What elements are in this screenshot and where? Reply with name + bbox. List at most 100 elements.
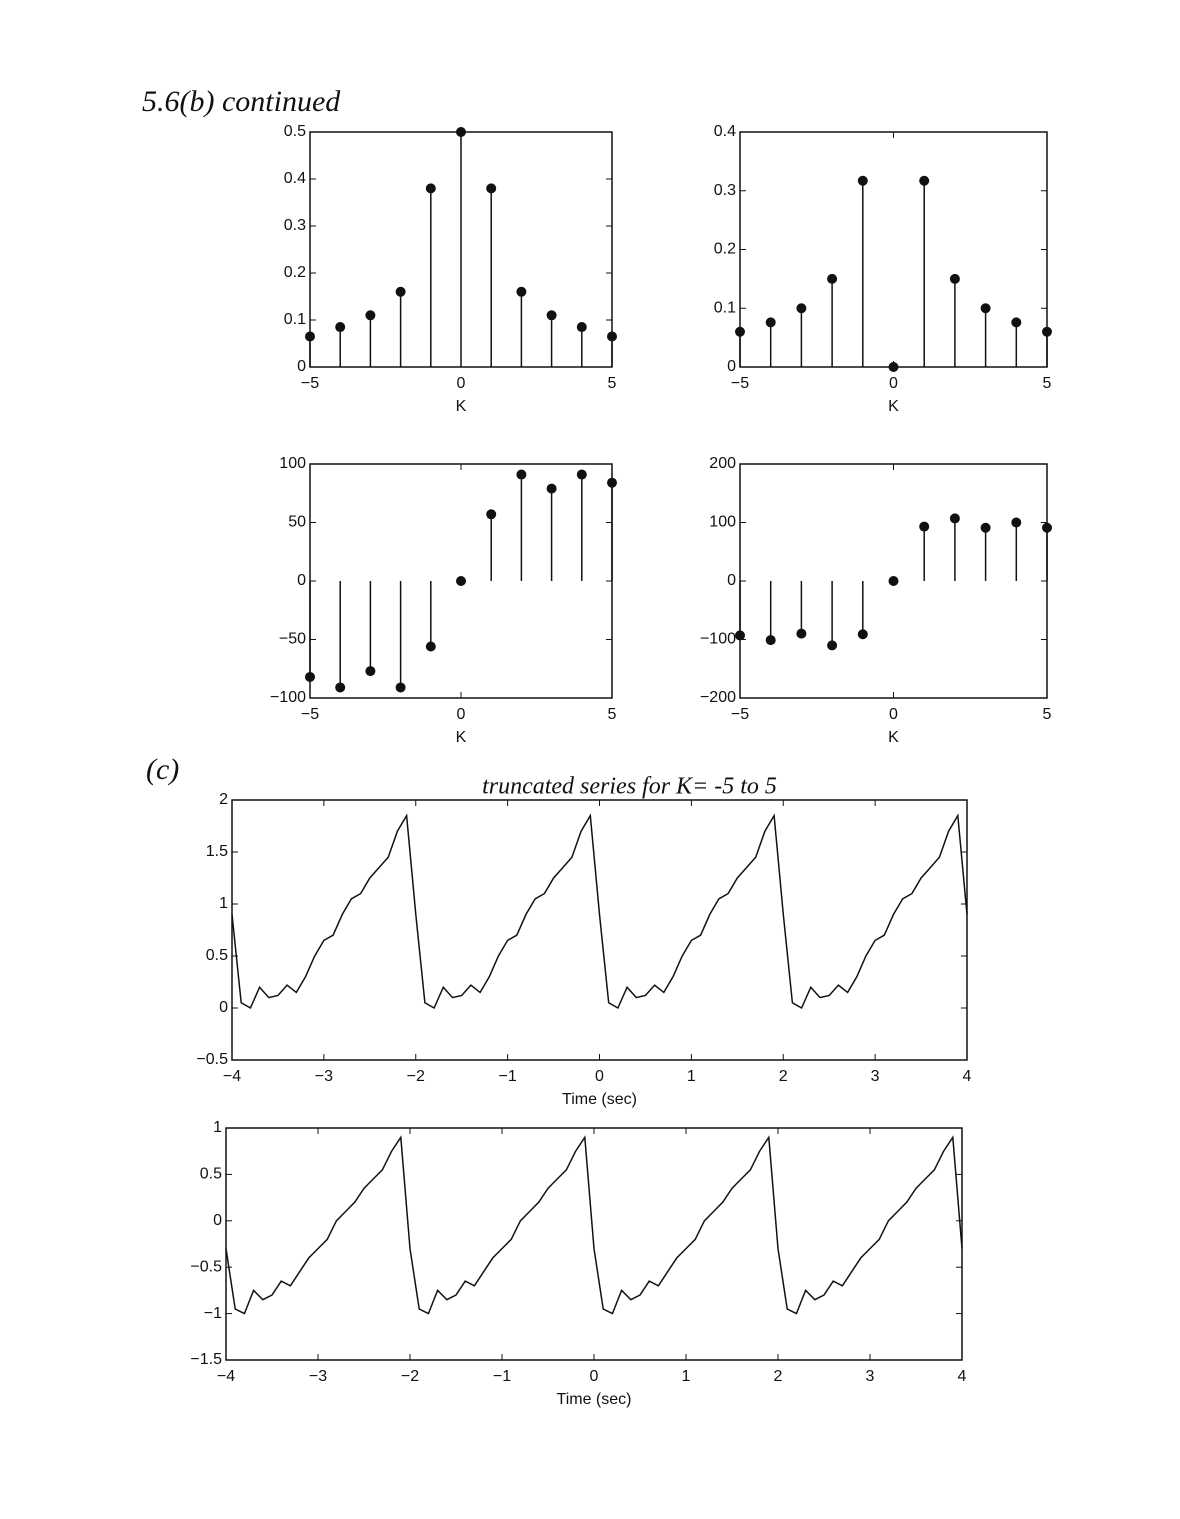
stem-marker — [765, 317, 776, 328]
y-tick-label: 0.3 — [714, 182, 736, 199]
y-tick-label: −0.5 — [196, 1051, 228, 1068]
stem-marker — [857, 175, 868, 186]
x-tick-label: 2 — [774, 1368, 783, 1385]
y-tick-label: −50 — [279, 631, 306, 648]
y-tick-label: 0.5 — [206, 947, 228, 964]
stem-marker — [486, 183, 497, 194]
y-tick-label: 0.2 — [284, 264, 306, 281]
x-tick-label: −1 — [499, 1068, 517, 1085]
stem-marker — [1042, 326, 1052, 337]
y-tick-label: 0.4 — [714, 123, 736, 140]
x-tick-label: −5 — [301, 706, 319, 723]
y-tick-label: 1 — [213, 1119, 222, 1136]
stem-marker — [919, 175, 930, 186]
stem-marker — [305, 331, 315, 342]
x-tick-label: 5 — [608, 375, 617, 392]
stem-marker — [919, 521, 930, 532]
y-tick-label: 1 — [219, 895, 228, 912]
x-tick-label: −1 — [493, 1368, 511, 1385]
stem-marker — [456, 576, 466, 586]
part-label: (c) — [146, 753, 179, 786]
x-tick-label: −3 — [315, 1068, 333, 1085]
x-axis-label: K — [888, 729, 899, 746]
y-tick-label: −0.5 — [190, 1258, 222, 1275]
stem-marker — [980, 303, 991, 314]
x-tick-label: −4 — [223, 1068, 241, 1085]
x-tick-label: 3 — [871, 1068, 880, 1085]
x-axis-label: K — [888, 398, 899, 415]
y-tick-label: 0 — [727, 358, 736, 375]
stem-marker — [1042, 522, 1052, 533]
stem-marker — [1011, 517, 1022, 528]
y-tick-label: 0.5 — [284, 123, 306, 140]
stem-marker — [949, 273, 960, 284]
stem-marker — [335, 682, 346, 693]
stem-marker — [827, 273, 838, 284]
stem-marker — [796, 628, 807, 639]
y-tick-label: 100 — [709, 514, 736, 531]
x-tick-label: 0 — [457, 375, 466, 392]
x-tick-label: 4 — [963, 1068, 972, 1085]
stem-marker — [765, 635, 776, 646]
signal-line — [231, 813, 968, 1010]
stem-marker — [735, 630, 745, 641]
x-tick-label: 1 — [687, 1068, 696, 1085]
stem-marker — [827, 640, 838, 651]
stem-marker — [607, 331, 617, 342]
stem-marker — [888, 362, 899, 372]
y-tick-label: 0 — [297, 572, 306, 589]
stem-marker — [335, 322, 346, 333]
stem-marker — [425, 183, 436, 194]
y-tick-label: 0 — [727, 572, 736, 589]
y-tick-label: 0.2 — [714, 241, 736, 258]
y-tick-label: 200 — [709, 455, 736, 472]
stem-marker — [516, 469, 527, 480]
x-tick-label: 5 — [1043, 706, 1052, 723]
x-tick-label: 0 — [590, 1368, 599, 1385]
stem-marker — [980, 522, 991, 533]
stem-marker — [796, 303, 807, 314]
x-tick-label: 0 — [889, 375, 898, 392]
header-title: 5.6(b) continued — [142, 85, 341, 118]
stem-marker — [576, 322, 587, 333]
y-tick-label: −100 — [270, 689, 306, 706]
x-axis-label: K — [456, 398, 467, 415]
y-tick-label: 0 — [213, 1212, 222, 1229]
plot-frame — [231, 799, 968, 1061]
y-tick-label: 0 — [219, 999, 228, 1016]
x-tick-label: −4 — [217, 1368, 235, 1385]
x-tick-label: 5 — [1043, 375, 1052, 392]
x-tick-label: −5 — [731, 375, 749, 392]
stem-marker — [305, 671, 315, 682]
stem-marker — [456, 127, 466, 137]
y-tick-label: 50 — [288, 514, 306, 531]
x-tick-label: 5 — [608, 706, 617, 723]
y-tick-label: 0.1 — [714, 299, 736, 316]
y-tick-label: 0.3 — [284, 217, 306, 234]
y-tick-label: 100 — [279, 455, 306, 472]
y-tick-label: −100 — [700, 631, 736, 648]
x-tick-label: 2 — [779, 1068, 788, 1085]
stem-marker — [857, 629, 868, 640]
y-tick-label: −1.5 — [190, 1351, 222, 1368]
x-axis-label: Time (sec) — [557, 1391, 632, 1408]
x-tick-label: −5 — [731, 706, 749, 723]
plot-frame — [739, 131, 1048, 368]
chart-title: truncated series for K= -5 to 5 — [482, 774, 777, 800]
x-tick-label: −5 — [301, 375, 319, 392]
stem-marker — [735, 326, 745, 337]
stem-marker — [395, 682, 406, 693]
x-tick-label: −2 — [407, 1068, 425, 1085]
stem-marker — [486, 509, 497, 520]
x-tick-label: 1 — [682, 1368, 691, 1385]
stem-marker — [607, 477, 617, 488]
y-tick-label: 0.4 — [284, 170, 306, 187]
stem-marker — [949, 513, 960, 524]
stem-marker — [888, 576, 899, 586]
y-tick-label: 0.1 — [284, 311, 306, 328]
signal-line — [225, 1135, 963, 1315]
x-tick-label: −2 — [401, 1368, 419, 1385]
